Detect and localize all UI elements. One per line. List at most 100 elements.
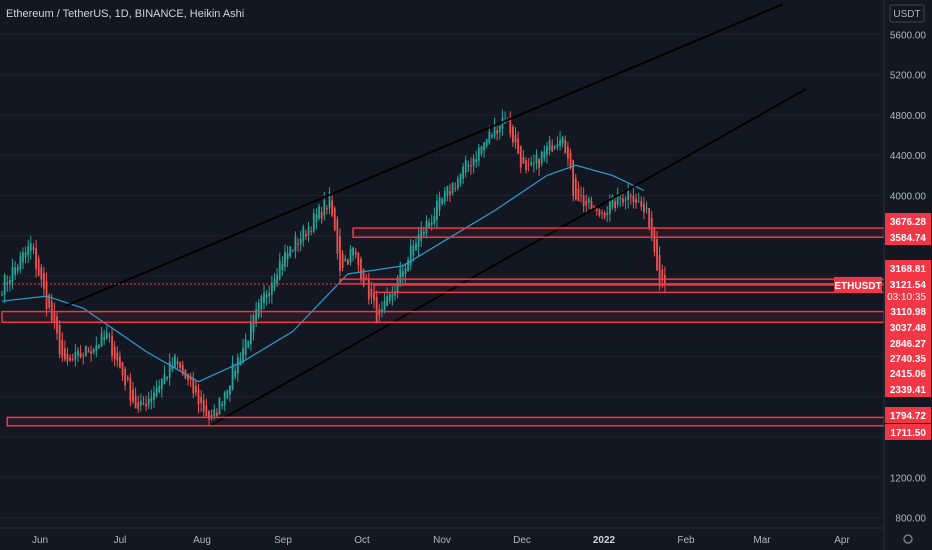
candle-body: [189, 377, 192, 380]
candle-body: [35, 248, 37, 269]
level-label: 3037.48: [890, 323, 927, 334]
last-price-badge: [885, 276, 931, 304]
candle-body: [160, 378, 163, 390]
trendline-1[interactable]: [64, 3, 784, 308]
candle-body: [574, 177, 577, 200]
candle-body: [318, 206, 320, 219]
candle-body: [84, 345, 87, 356]
candle-body: [582, 195, 585, 207]
x-tick-label: Nov: [433, 535, 451, 546]
candle-body: [291, 250, 294, 252]
candle-body: [166, 376, 168, 379]
level-badge[interactable]: [885, 350, 931, 366]
candle-body: [19, 256, 22, 269]
level-label: 3676.28: [890, 217, 927, 228]
candle-body: [553, 146, 556, 149]
level-badge[interactable]: [885, 407, 931, 423]
level-badge[interactable]: [885, 424, 931, 440]
level-badge[interactable]: [885, 303, 931, 319]
candle-body: [126, 377, 129, 380]
candle-body: [48, 295, 51, 308]
candle-body: [134, 395, 137, 409]
level-zone-2[interactable]: [339, 278, 885, 285]
candle-body: [354, 251, 357, 255]
candle-body: [514, 134, 517, 143]
candle-body: [98, 345, 100, 349]
bar-countdown: 03:10:35: [887, 292, 926, 303]
symbol-label: ETHUSDT: [834, 281, 881, 292]
level-badge[interactable]: [885, 229, 931, 245]
y-tick-label: 5200.00: [890, 71, 927, 82]
candle-body: [92, 349, 95, 353]
candle-body: [480, 146, 483, 155]
level-badge[interactable]: [885, 365, 931, 381]
candle-body: [16, 267, 19, 271]
candle-body: [299, 238, 302, 245]
candle-body: [540, 152, 543, 164]
candle-body: [1, 294, 3, 296]
candle-body: [153, 392, 155, 400]
candle-body: [37, 258, 40, 276]
candle-body: [650, 217, 653, 236]
currency-box[interactable]: [889, 4, 925, 23]
candle-body: [470, 165, 472, 167]
candle-body: [519, 146, 522, 168]
level-badge[interactable]: [885, 260, 931, 276]
trendline-2[interactable]: [211, 87, 807, 426]
level-zone-4[interactable]: [1, 310, 885, 324]
candle-body: [532, 162, 535, 164]
candle-body: [564, 140, 567, 154]
candle-body: [658, 254, 661, 285]
candle-body: [415, 243, 417, 251]
candle-body: [333, 208, 336, 231]
candle-body: [181, 365, 184, 375]
level-zone-5[interactable]: [6, 416, 885, 427]
candle-body: [399, 268, 402, 286]
candle-body: [176, 361, 179, 364]
candle-body: [95, 345, 98, 351]
candle-body: [192, 378, 195, 394]
candle-body: [606, 212, 609, 216]
candle-body: [265, 294, 268, 298]
candle-body: [443, 190, 446, 202]
candle-body: [653, 226, 656, 252]
candle-body: [305, 233, 307, 237]
candle-body: [367, 278, 370, 300]
settings-gear-icon[interactable]: [903, 534, 913, 544]
level-badge[interactable]: [885, 381, 931, 397]
candle-body: [339, 236, 341, 271]
candle-body: [349, 249, 352, 263]
candle-body: [449, 191, 451, 195]
candle-body: [116, 352, 119, 361]
candle-body: [640, 200, 643, 207]
candle-body: [475, 159, 478, 162]
candle-body: [375, 296, 378, 323]
candle-body: [297, 243, 299, 245]
candle-body: [163, 373, 166, 385]
candle-body: [137, 401, 140, 410]
x-tick-label: Oct: [354, 535, 370, 546]
candle-body: [121, 362, 124, 376]
candle-body: [234, 370, 237, 377]
level-badge[interactable]: [885, 213, 931, 229]
level-zone-3[interactable]: [373, 284, 885, 294]
candle-body: [383, 301, 386, 311]
candle-body: [496, 130, 499, 134]
x-tick-label: Sep: [274, 535, 292, 546]
candle-body: [556, 143, 559, 148]
candle-body: [213, 409, 216, 417]
candle-body: [365, 277, 368, 279]
y-tick-label: 1200.00: [890, 473, 927, 484]
x-tick-label: Apr: [834, 535, 850, 546]
candle-body: [61, 339, 64, 358]
candle-body: [459, 173, 462, 184]
x-tick-label: 2022: [593, 535, 616, 546]
level-zone-1[interactable]: [352, 227, 885, 239]
level-badge[interactable]: [885, 319, 931, 335]
candle-body: [268, 293, 271, 297]
candle-body: [645, 207, 648, 209]
level-badge[interactable]: [885, 335, 931, 351]
candle-body: [603, 212, 606, 218]
